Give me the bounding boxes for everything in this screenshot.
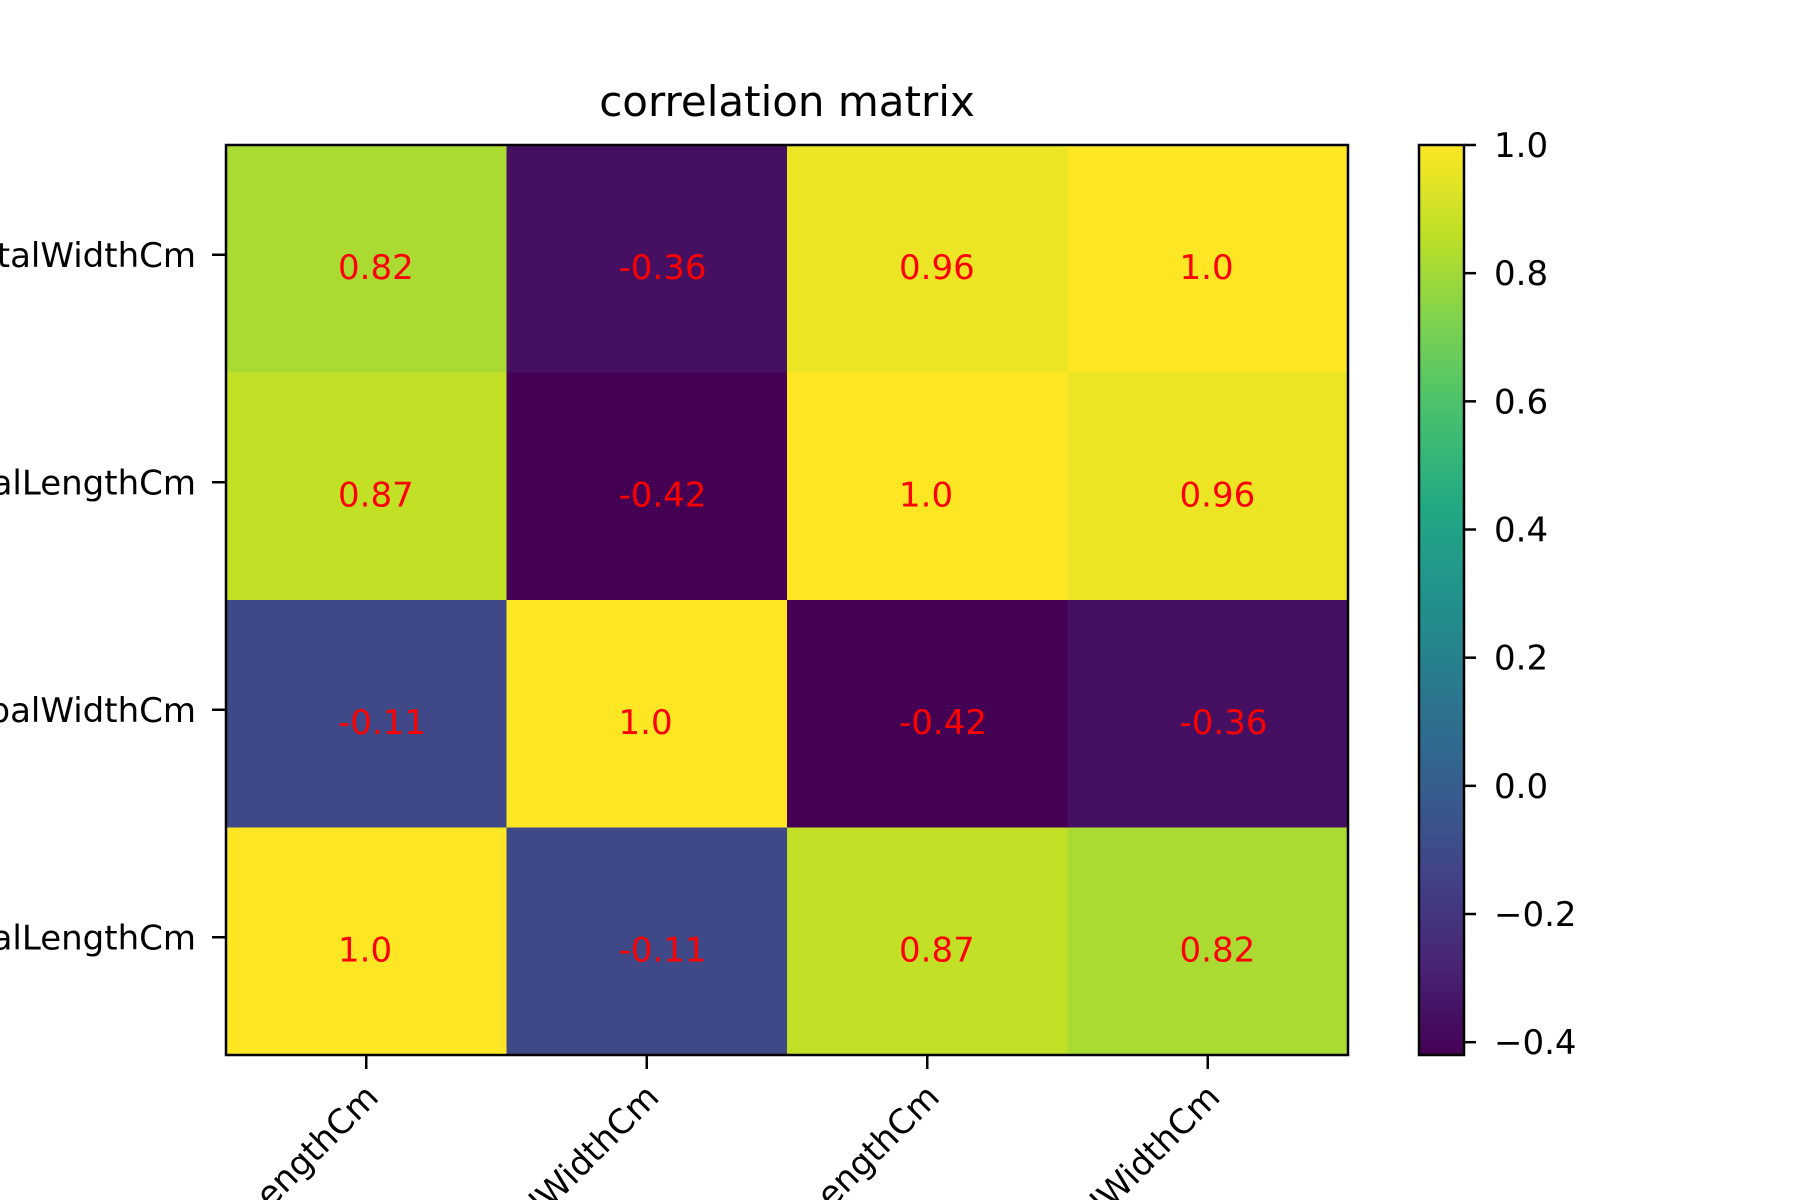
heatmap-cell [506, 145, 788, 373]
heatmap-cell-label: 1.0 [619, 703, 673, 743]
chart-title: correlation matrix [599, 77, 975, 126]
heatmap-cell [787, 145, 1068, 373]
heatmap-cell [226, 600, 507, 828]
heatmap-cell [787, 827, 1068, 1056]
heatmap-cell [1067, 372, 1349, 601]
heatmap-cell [1067, 145, 1349, 373]
colorbar-tick-label: 1.0 [1494, 126, 1548, 166]
heatmap-cell-label: 1.0 [338, 930, 392, 970]
heatmap-cell-label: -0.11 [619, 930, 707, 970]
heatmap-cell [506, 827, 788, 1056]
y-tick-label: PetalLengthCm [0, 463, 196, 503]
colorbar-tick-label: 0.6 [1494, 382, 1548, 422]
y-tick-label: SepalWidthCm [0, 691, 196, 731]
heatmap-cell [226, 372, 507, 601]
heatmap-cell [226, 827, 507, 1056]
colorbar-tick-label: 0.4 [1494, 511, 1548, 551]
x-tick-label: PetalLengthCm [737, 1077, 948, 1200]
heatmap-cell [226, 145, 507, 373]
y-axis: PetalWidthCm PetalLengthCm SepalWidthCm Sep… [0, 236, 226, 958]
heatmap-cell-label: -0.11 [338, 703, 426, 743]
x-axis: SepalLengthCm SepalWidthCm PetalLengthCm Pe… [168, 1055, 1228, 1200]
colorbar-tick-label: 0.2 [1494, 639, 1548, 679]
heatmap-cell [506, 372, 788, 601]
heatmap-cell-label: 0.87 [899, 930, 975, 970]
heatmap-cell-labels: 0.82 -0.36 0.96 1.0 0.87 -0.42 1.0 0.96 -0.11 1.0… [338, 248, 1267, 971]
heatmap-cell [787, 372, 1068, 601]
x-tick-label: SepalLengthCm [168, 1077, 386, 1200]
colorbar [1417, 143, 1466, 1057]
colorbar-tick-label: −0.2 [1494, 895, 1577, 935]
colorbar-tick-label: 0.0 [1494, 767, 1548, 807]
heatmap-cell [1067, 600, 1349, 828]
colorbar-tick-label: 0.8 [1494, 254, 1548, 294]
heatmap-cell-label: 0.82 [338, 248, 414, 288]
heatmap-cell [506, 600, 788, 828]
x-tick-label: SepalWidthCm [462, 1077, 667, 1200]
plot-frame [224, 143, 1350, 1057]
colorbar-axis: 1.0 0.8 0.6 0.4 0.2 0.0 −0.2 −0.4 [1464, 126, 1577, 1063]
y-tick-label: SepalLengthCm [0, 918, 196, 958]
x-tick-label: PetalWidthCm [1030, 1077, 1228, 1200]
heatmap-cell-label: 0.87 [338, 475, 414, 515]
heatmap-cell-label: -0.36 [1180, 703, 1268, 743]
heatmap-cell [1067, 827, 1349, 1056]
heatmap-cells [226, 145, 1349, 1056]
y-tick-label: PetalWidthCm [0, 236, 196, 276]
heatmap-cell-label: 1.0 [1180, 248, 1234, 288]
colorbar-tick-label: −0.4 [1494, 1023, 1577, 1063]
heatmap-cell-label: 0.96 [1180, 475, 1256, 515]
heatmap-cell-label: -0.36 [619, 248, 707, 288]
heatmap-cell-label: -0.42 [619, 475, 707, 515]
heatmap-cell-label: -0.42 [899, 703, 987, 743]
heatmap-cell-label: 0.82 [1180, 930, 1256, 970]
heatmap-cell-label: 1.0 [899, 475, 953, 515]
heatmap-cell [787, 600, 1068, 828]
heatmap-cell-label: 0.96 [899, 248, 975, 288]
